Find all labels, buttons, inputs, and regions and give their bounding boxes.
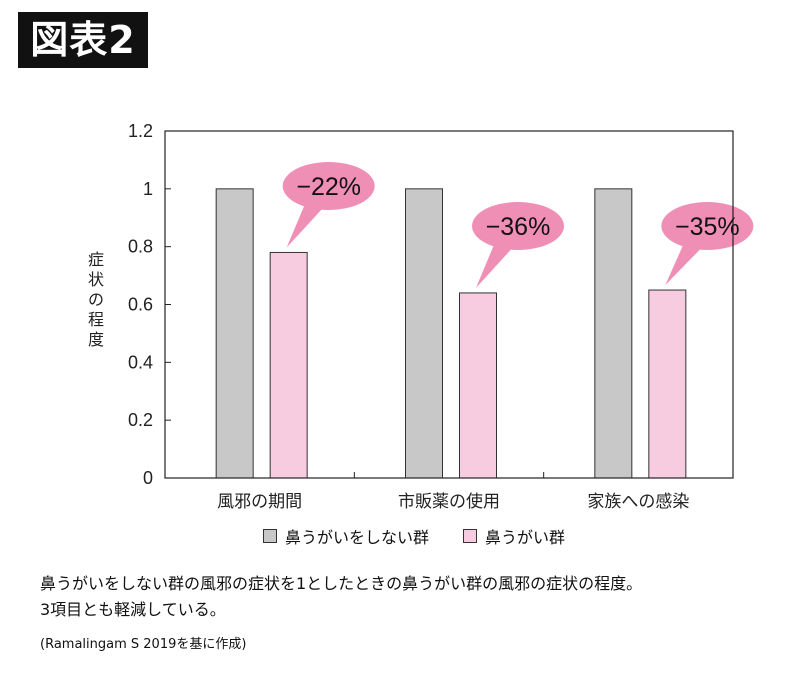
y-tick-label: 0: [143, 468, 153, 488]
bars: [215, 188, 687, 479]
callout-bubble: [472, 202, 564, 250]
caption-line-1: 鼻うがいをしない群の風邪の症状を1としたときの鼻うがい群の風邪の症状の程度。: [40, 574, 643, 593]
callout-tail: [286, 200, 327, 248]
y-tick-label: 0.6: [128, 295, 153, 315]
legend-label-control: 鼻うがいをしない群: [285, 528, 430, 547]
callout-tail: [476, 240, 516, 288]
callout-bubble: [661, 202, 754, 250]
y-tick-label: 1.2: [128, 121, 153, 141]
callout-bubble: [282, 162, 375, 210]
legend-swatch-treatment: [463, 529, 478, 543]
y-axis-label: 症状の程度: [88, 250, 104, 349]
x-category-label: 風邪の期間: [217, 492, 302, 512]
callout-label: −36%: [486, 213, 551, 241]
legend-swatch-control: [263, 529, 277, 543]
y-axis-label-char: の: [88, 290, 104, 309]
bar-treatment: [459, 292, 497, 479]
x-category-label: 市販薬の使用: [398, 491, 500, 512]
y-tick-label: 0.4: [128, 352, 153, 372]
callout-label: −35%: [675, 213, 740, 241]
y-axis-label-char: 症: [88, 250, 104, 269]
y-tick-label: 0.8: [128, 237, 153, 257]
callout: −35%: [661, 202, 754, 286]
y-axis-label-char: 程: [88, 310, 104, 329]
legend-label-treatment: 鼻うがい群: [485, 528, 566, 547]
y-axis-ticks: 0 0.2 0.4 0.6 0.8 1 1.2: [128, 121, 545, 488]
y-axis-label-char: 度: [88, 330, 104, 349]
x-category-label: 家族への感染: [587, 492, 689, 512]
callout: −36%: [472, 202, 564, 288]
caption: 鼻うがいをしない群の風邪の症状を1としたときの鼻うがい群の風邪の症状の程度。 3…: [40, 571, 642, 623]
figure-label: 図表2: [18, 12, 148, 68]
bar-treatment: [269, 251, 308, 479]
x-axis-categories: 風邪の期間 市販薬の使用 家族への感染: [217, 491, 689, 512]
bar-control: [405, 188, 443, 479]
plot-frame: [164, 130, 734, 479]
bar-control: [215, 188, 254, 479]
callout: −22%: [282, 162, 375, 248]
source-note: (Ramalingam S 2019を基に作成): [40, 637, 247, 652]
y-tick-label: 1: [143, 179, 153, 199]
callout-label: −22%: [296, 173, 361, 201]
y-tick-label: 0.2: [128, 410, 153, 430]
legend: 鼻うがいをしない群 鼻うがい群: [263, 524, 599, 548]
legend-item-control: 鼻うがいをしない群: [263, 524, 429, 548]
legend-item-treatment: 鼻うがい群: [463, 524, 565, 548]
caption-line-2: 3項目とも軽減している。: [40, 600, 226, 619]
callouts: −22% −36% −35%: [282, 162, 754, 288]
y-axis-label-char: 状: [88, 270, 104, 289]
bar-control: [594, 188, 633, 479]
callout-tail: [665, 240, 706, 286]
bar-treatment: [648, 289, 687, 479]
